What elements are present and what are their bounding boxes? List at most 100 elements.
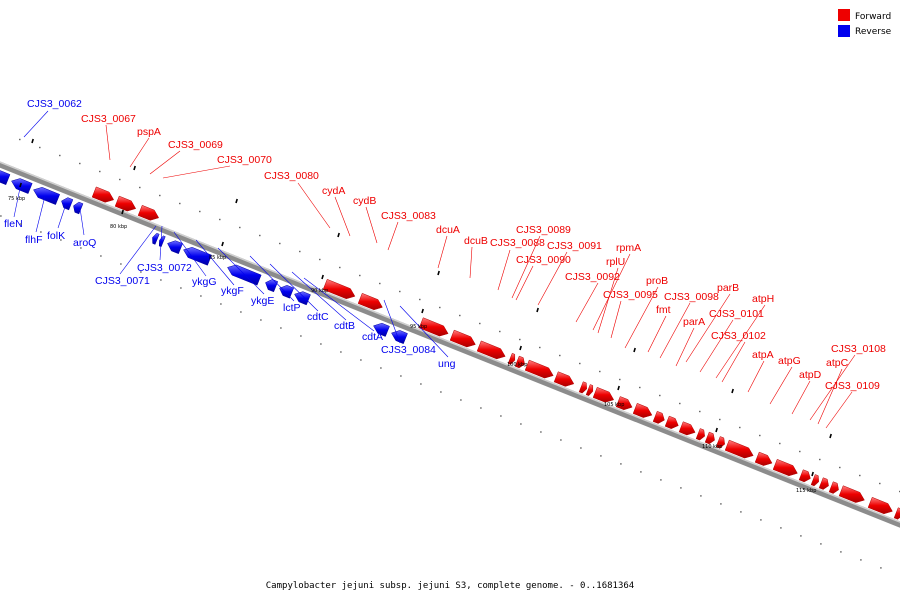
label-leader-reverse bbox=[217, 247, 265, 295]
gene-label-cjs3-0108: CJS3_0108 bbox=[831, 343, 886, 355]
scale-major-tick bbox=[337, 232, 340, 238]
label-leader-forward bbox=[715, 304, 766, 379]
scale-dot bbox=[579, 362, 581, 365]
gene-label-cdta: cdtA bbox=[362, 331, 383, 343]
scale-major-tick bbox=[421, 308, 424, 314]
scale-dot bbox=[339, 266, 341, 269]
label-leader-forward bbox=[387, 221, 399, 251]
forward-gene-arrow bbox=[507, 352, 516, 365]
gene-label-atph: atpH bbox=[752, 293, 774, 305]
gene-label-cdtc: cdtC bbox=[307, 311, 329, 323]
scale-dot bbox=[120, 263, 122, 265]
gene-label-rplu: rplU bbox=[606, 256, 625, 268]
gene-label-flen: fleN bbox=[4, 218, 23, 230]
gene-label-cdtb: cdtB bbox=[334, 320, 355, 332]
reverse-gene-arrow bbox=[11, 178, 33, 194]
forward-gene-arrow bbox=[91, 186, 115, 203]
label-leader-forward bbox=[685, 293, 731, 363]
forward-gene-arrow bbox=[476, 340, 506, 360]
forward-gene-arrow bbox=[585, 384, 594, 396]
gene-label-atpd: atpD bbox=[799, 369, 822, 381]
scale-major-tick bbox=[221, 241, 224, 247]
scale-dot bbox=[340, 351, 342, 353]
forward-gene-arrow bbox=[798, 469, 811, 483]
scale-dot bbox=[700, 495, 702, 497]
gene-labels: CJS3_0067 pspA CJS3_0069 CJS3_0070 CJS3_… bbox=[4, 98, 886, 392]
label-leader-forward bbox=[675, 327, 695, 367]
scale-dot bbox=[480, 407, 482, 409]
label-leader-reverse bbox=[195, 239, 235, 286]
scale-dot bbox=[739, 426, 741, 429]
scale-major-tick bbox=[133, 165, 136, 171]
label-leader-forward bbox=[575, 282, 599, 323]
forward-gene-arrow bbox=[357, 292, 383, 311]
scale-major-tick bbox=[235, 198, 238, 204]
gene-label-cjs3-0098: CJS3_0098 bbox=[664, 291, 719, 303]
label-leader-forward bbox=[610, 300, 622, 339]
scale-dot bbox=[760, 519, 762, 521]
legend: Forward Reverse bbox=[838, 9, 892, 37]
scale-label-80kbp: 80 kbp bbox=[110, 224, 127, 230]
gene-label-flhf: flhF bbox=[25, 234, 43, 246]
scale-major-tick bbox=[829, 433, 832, 439]
scale-dot bbox=[600, 455, 602, 457]
label-leader-reverse bbox=[269, 263, 319, 312]
label-leader-forward bbox=[162, 165, 231, 179]
scale-label-100kbp: 100 kbp bbox=[507, 362, 527, 368]
label-leader-reverse bbox=[303, 277, 375, 332]
scale-dot bbox=[239, 226, 241, 229]
label-leader-reverse bbox=[291, 271, 347, 321]
label-leader-forward bbox=[105, 124, 111, 161]
label-leader-reverse bbox=[173, 231, 207, 277]
scale-ruler: 75 kbp 80 kbp 85 kbp 90 kbp 95 kbp 100 k… bbox=[0, 138, 900, 569]
scale-dot bbox=[539, 346, 541, 349]
scale-dot bbox=[20, 223, 22, 225]
gene-label-dcua: dcuA bbox=[436, 224, 460, 236]
label-leader-forward bbox=[497, 249, 511, 291]
scale-dot bbox=[179, 202, 181, 205]
scale-dot bbox=[520, 423, 522, 425]
forward-gene-arrow bbox=[867, 496, 893, 515]
scale-dot bbox=[799, 450, 801, 453]
scale-dot bbox=[79, 162, 81, 165]
scale-dot bbox=[500, 415, 502, 417]
scale-dot bbox=[720, 503, 722, 505]
scale-dot bbox=[559, 354, 561, 357]
forward-gene-arrow bbox=[524, 359, 554, 379]
scale-dot bbox=[299, 250, 301, 253]
scale-dot bbox=[300, 335, 302, 337]
reverse-gene-arrow bbox=[33, 187, 61, 205]
scale-dot bbox=[380, 367, 382, 369]
scale-dot bbox=[399, 290, 401, 293]
label-leader-forward bbox=[537, 251, 568, 306]
forward-gene-arrow bbox=[724, 439, 754, 459]
label-leader-reverse bbox=[35, 195, 46, 233]
legend-label-reverse: Reverse bbox=[855, 27, 892, 37]
scale-dot bbox=[100, 255, 102, 257]
genome-caption: Campylobacter jejuni subsp. jejuni S3, c… bbox=[266, 581, 634, 591]
label-leader-forward bbox=[365, 206, 378, 244]
label-leader-forward bbox=[699, 319, 734, 373]
legend-swatch-forward bbox=[838, 9, 850, 21]
scale-label-90kbp: 90 kbp bbox=[311, 288, 328, 294]
gene-label-cjs3-0071: CJS3_0071 bbox=[95, 275, 150, 287]
reverse-gene-arrow bbox=[61, 197, 74, 211]
label-leader-forward bbox=[149, 150, 181, 175]
forward-gene-arrow bbox=[553, 371, 575, 387]
label-leader-forward bbox=[747, 360, 765, 393]
gene-label-cjs3-0062: CJS3_0062 bbox=[27, 98, 82, 110]
gene-label-cjs3-0080: CJS3_0080 bbox=[264, 170, 319, 182]
label-leader-forward bbox=[791, 380, 811, 415]
scale-dot bbox=[259, 234, 261, 237]
gene-label-cjs3-0095: CJS3_0095 bbox=[603, 289, 658, 301]
scale-dot bbox=[859, 474, 861, 477]
scale-major-tick bbox=[19, 182, 22, 188]
scale-dot bbox=[619, 378, 621, 381]
label-leader-forward bbox=[647, 315, 667, 353]
forward-gene-arrow bbox=[678, 421, 696, 436]
gene-label-cjs3-0092: CJS3_0092 bbox=[565, 271, 620, 283]
scale-dot bbox=[200, 295, 202, 297]
scale-label-75kbp: 75 kbp bbox=[8, 196, 25, 202]
scale-dot bbox=[599, 370, 601, 373]
scale-dot bbox=[199, 210, 201, 213]
